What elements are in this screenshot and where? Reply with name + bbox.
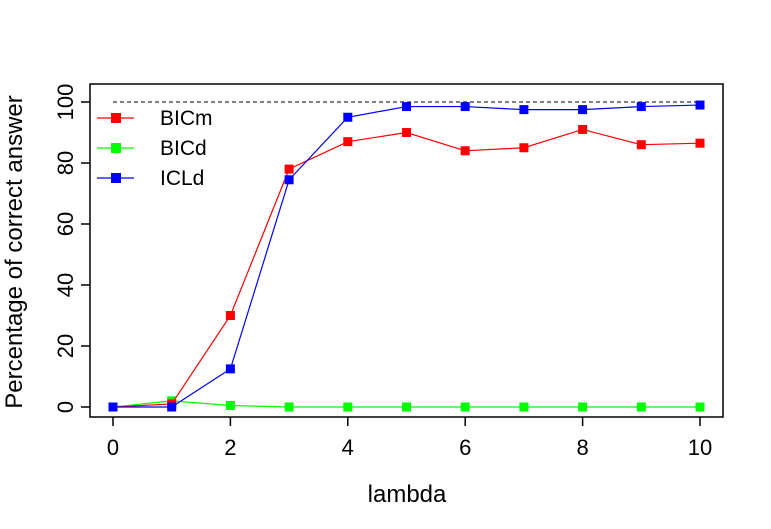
data-point-BICm: [284, 164, 294, 174]
data-point-ICLd: [108, 402, 118, 412]
data-point-BICm: [695, 138, 705, 148]
x-tick-label: 2: [224, 435, 236, 460]
legend-label-BICd: BICd: [160, 137, 207, 160]
data-point-BICm: [225, 311, 235, 320]
legend-label-ICLd: ICLd: [160, 167, 204, 190]
data-point-BICd: [695, 402, 705, 412]
data-point-ICLd: [519, 105, 529, 115]
data-point-BICd: [636, 402, 646, 412]
y-axis: 0 20 40 60 80 100: [53, 84, 90, 413]
data-point-BICm: [519, 143, 529, 153]
x-tick-label: 8: [576, 435, 588, 460]
x-axis: 0 2 4 6 8 10: [107, 417, 712, 460]
data-point-BICd: [519, 402, 529, 412]
x-tick-label: 0: [107, 435, 119, 460]
data-point-ICLd: [460, 102, 470, 112]
legend-swatch-ICLd: [111, 173, 121, 183]
legend-swatch-BICd: [111, 143, 121, 153]
y-tick-label: 80: [53, 151, 78, 175]
y-tick-label: 20: [53, 334, 78, 358]
data-point-ICLd: [284, 175, 294, 185]
x-axis-label: lambda: [368, 481, 447, 508]
legend-label-BICm: BICm: [160, 107, 213, 130]
data-point-ICLd: [343, 112, 353, 122]
data-point-BICd: [578, 402, 588, 412]
x-tick-label: 4: [342, 435, 354, 460]
y-tick-label: 100: [53, 84, 78, 121]
data-point-ICLd: [695, 100, 705, 110]
data-point-BICd: [284, 402, 294, 412]
data-point-ICLd: [225, 364, 235, 374]
y-tick-label: 60: [53, 212, 78, 236]
legend-swatch-BICm: [111, 113, 121, 123]
series-layer: [108, 100, 705, 412]
data-point-ICLd: [402, 102, 411, 112]
x-tick-label: 6: [459, 435, 471, 460]
y-tick-label: 0: [53, 401, 78, 413]
data-point-BICd: [225, 400, 235, 410]
data-point-BICm: [343, 137, 353, 147]
data-point-BICm: [578, 124, 588, 134]
legend: BICm BICd ICLd: [97, 107, 213, 190]
data-point-ICLd: [167, 402, 177, 412]
y-tick-label: 40: [53, 273, 78, 297]
data-point-ICLd: [578, 105, 588, 115]
data-point-BICm: [460, 146, 470, 156]
plot-frame: [89, 83, 724, 418]
data-point-BICd: [343, 402, 353, 412]
x-tick-label: 10: [688, 435, 712, 460]
data-point-BICm: [402, 128, 411, 137]
data-point-BICd: [402, 402, 411, 412]
y-axis-label: Percentage of correct answer: [1, 95, 28, 409]
data-point-BICd: [460, 402, 470, 412]
data-point-BICm: [636, 140, 646, 150]
data-point-ICLd: [636, 102, 646, 112]
